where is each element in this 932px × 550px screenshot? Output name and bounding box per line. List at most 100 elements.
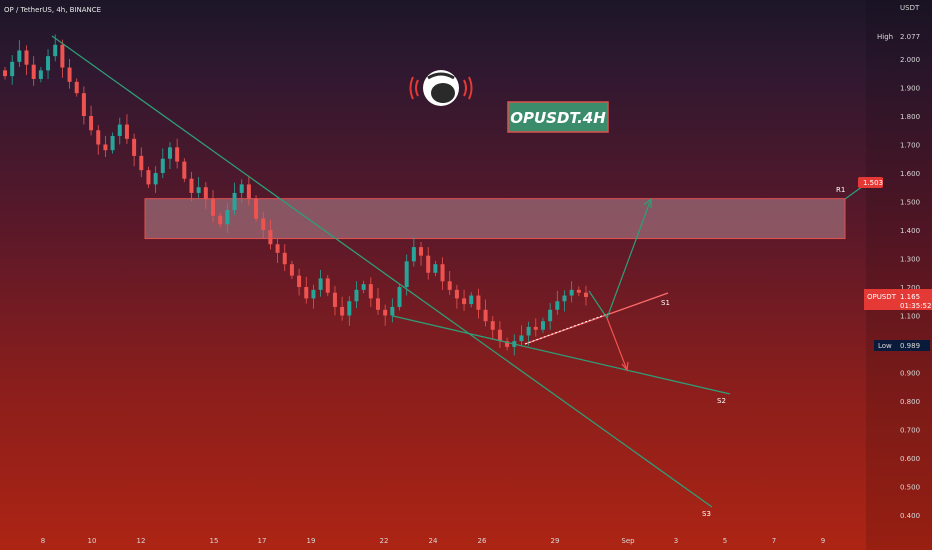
candle-body — [325, 278, 330, 293]
last-price-symbol: OPUSDT — [867, 293, 897, 301]
candle-body — [368, 284, 373, 299]
x-tick-label: 10 — [88, 537, 97, 545]
candle-body — [454, 289, 459, 299]
candle-body — [440, 264, 445, 282]
candle-body — [139, 155, 144, 171]
trendline-s1 — [524, 292, 669, 345]
candle-body — [375, 298, 380, 310]
candle-body — [397, 287, 402, 307]
x-tick-label: 3 — [674, 537, 678, 545]
candle-body — [225, 210, 230, 225]
low-tag — [874, 340, 930, 351]
candle-body — [196, 187, 201, 193]
x-tick-label: 17 — [258, 537, 267, 545]
candle-body — [232, 192, 237, 211]
title-badge — [507, 101, 609, 133]
last-price-value: 1.165 — [900, 293, 920, 301]
candle-body — [38, 70, 43, 79]
candle-body — [576, 289, 581, 293]
candle-body — [462, 298, 467, 305]
y-tick-label: 1.400 — [900, 227, 920, 235]
candle-body — [211, 198, 216, 216]
x-axis: 8 10 12 15 17 19 22 24 26 29 Sep 3 5 7 9 — [41, 537, 825, 545]
y-tick-label: 1.900 — [900, 85, 920, 93]
candle-body — [3, 70, 7, 77]
candle-body — [167, 147, 172, 159]
x-tick-label: 8 — [41, 537, 45, 545]
candle-body — [304, 287, 309, 299]
candle-body — [275, 244, 280, 253]
candle-body — [146, 170, 151, 185]
candle-body — [74, 81, 79, 94]
candle-body — [203, 187, 208, 199]
last-price-tag — [864, 289, 932, 310]
candle-body — [117, 124, 122, 136]
candle-body — [476, 295, 481, 310]
r1-value-text: 1.503 — [863, 179, 883, 187]
candle-body — [555, 301, 560, 310]
candle-body — [175, 147, 180, 162]
level-label-s1: S1 — [661, 299, 670, 307]
candle-body — [404, 261, 409, 287]
resistance-zone-r1 — [144, 198, 846, 240]
candle-body — [46, 56, 51, 71]
y-tick-label: 1.200 — [900, 284, 920, 292]
candle-body — [447, 281, 452, 290]
candle-body — [268, 230, 273, 245]
low-label: Low — [878, 342, 892, 350]
level-label-r1: R1 — [836, 186, 845, 194]
symbol-header: OP / TetherUS, 4h, BINANCE — [4, 6, 102, 14]
candle-body — [10, 61, 15, 77]
candle-body — [31, 64, 36, 79]
candle-body — [548, 309, 553, 322]
candle-body — [361, 284, 366, 290]
candle-body — [540, 321, 545, 330]
candle-body — [60, 44, 65, 68]
candle-body — [124, 124, 129, 139]
candle-body — [24, 50, 29, 65]
candle-body — [490, 321, 495, 330]
candle-body — [354, 289, 359, 302]
candle-body — [53, 44, 58, 57]
bearish-projection-arrow — [606, 317, 629, 372]
x-tick-label: 29 — [551, 537, 560, 545]
candle-body — [289, 264, 294, 276]
candle-body — [81, 93, 86, 116]
x-tick-label: 26 — [478, 537, 487, 545]
y-tick-label: 1.800 — [900, 113, 920, 121]
candle-body — [497, 329, 502, 342]
y-tick-label: 1.100 — [900, 313, 920, 321]
candle-body — [261, 218, 266, 230]
candle-body — [218, 215, 223, 225]
trendline-s3 — [51, 35, 713, 508]
candle-body — [562, 295, 567, 302]
candle-body — [153, 173, 158, 185]
x-tick-label: 9 — [821, 537, 825, 545]
x-tick-label: 5 — [723, 537, 727, 545]
currency-label: USDT — [900, 4, 920, 12]
candle-body — [132, 138, 137, 156]
trendline-s1-dotted — [524, 312, 611, 345]
candle-body — [469, 295, 474, 305]
candle-body — [254, 198, 259, 219]
candle-body — [67, 67, 72, 82]
y-tick-label: 0.700 — [900, 427, 920, 435]
candle-body — [505, 341, 510, 347]
candle-body — [297, 275, 302, 287]
candle-body — [110, 135, 115, 151]
y-tick-label: 1.600 — [900, 170, 920, 178]
candle-body — [160, 158, 165, 173]
low-value: 0.989 — [900, 342, 920, 350]
candle-body — [103, 144, 108, 151]
y-tick-label: 2.000 — [900, 56, 920, 64]
y-tick-label: 0.400 — [900, 512, 920, 520]
candle-body — [239, 184, 244, 193]
candle-body — [17, 50, 22, 62]
level-label-s3: S3 — [702, 510, 711, 518]
x-tick-label: Sep — [621, 537, 635, 545]
candle-body — [483, 309, 488, 322]
candle-body — [390, 306, 395, 316]
candle-body — [246, 184, 251, 199]
y-tick-label: 0.600 — [900, 455, 920, 463]
